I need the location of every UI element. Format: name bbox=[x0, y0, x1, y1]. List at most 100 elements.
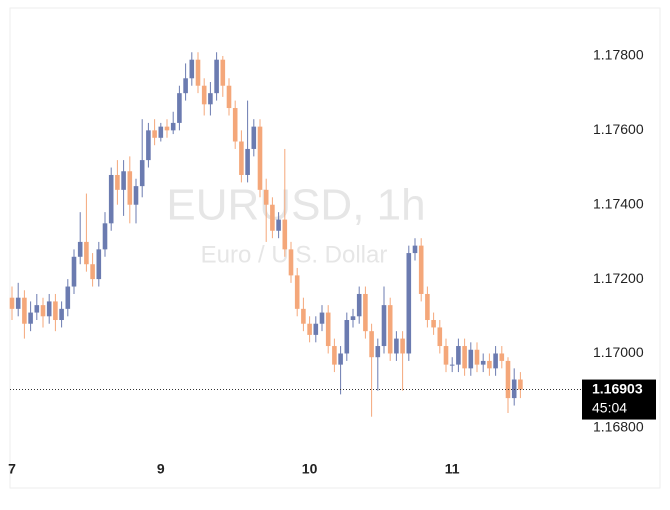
candle-body bbox=[208, 93, 213, 105]
x-tick-label: 10 bbox=[302, 461, 318, 477]
candle-body bbox=[127, 171, 133, 205]
y-tick-label: 1.16800 bbox=[593, 419, 644, 435]
candle-body bbox=[232, 108, 238, 142]
candle-body bbox=[46, 301, 52, 317]
candle-body bbox=[22, 297, 27, 324]
candle-body bbox=[418, 245, 424, 294]
candle-body bbox=[474, 349, 480, 365]
candle-body bbox=[456, 346, 461, 365]
candle-body bbox=[288, 249, 294, 276]
candle-body bbox=[394, 338, 399, 354]
candle-body bbox=[9, 297, 15, 309]
candle-body bbox=[518, 379, 523, 390]
candle-body bbox=[183, 78, 188, 94]
candle-body bbox=[146, 130, 151, 161]
candle-body bbox=[263, 189, 269, 205]
candle-body bbox=[152, 130, 157, 138]
candle-body bbox=[59, 308, 64, 321]
candle-body bbox=[189, 59, 195, 79]
candle-body bbox=[387, 305, 393, 354]
candle-body bbox=[133, 186, 139, 205]
candle-body bbox=[406, 253, 412, 354]
candle-body bbox=[449, 364, 455, 366]
candle-body bbox=[34, 305, 40, 313]
candle-body bbox=[102, 223, 108, 250]
candle-body bbox=[40, 305, 46, 317]
last-price-label: 1.16903 bbox=[592, 380, 643, 396]
y-tick-label: 1.17800 bbox=[593, 47, 644, 63]
candle-body bbox=[226, 85, 232, 109]
candle-body bbox=[350, 316, 356, 321]
candle-body bbox=[282, 219, 288, 250]
candle-body bbox=[431, 320, 436, 328]
candle-body bbox=[437, 327, 443, 347]
y-tick-label: 1.17000 bbox=[593, 344, 644, 360]
candle-body bbox=[71, 256, 77, 287]
candle-body bbox=[462, 346, 467, 369]
candle-body bbox=[15, 297, 21, 309]
candle-body bbox=[375, 346, 381, 358]
candle-body bbox=[425, 293, 430, 321]
candle-body bbox=[505, 360, 511, 399]
x-tick-label: 7 bbox=[8, 461, 16, 477]
candle-body bbox=[195, 59, 201, 86]
candle-body bbox=[344, 320, 350, 354]
candle-body bbox=[28, 312, 33, 324]
candle-body bbox=[177, 93, 182, 123]
candle-body bbox=[307, 323, 312, 335]
candle-body bbox=[400, 338, 405, 354]
watermark-subtitle: Euro / U.S. Dollar bbox=[201, 241, 388, 268]
candle-body bbox=[139, 160, 145, 187]
candle-body bbox=[369, 331, 374, 358]
candle-body bbox=[443, 346, 449, 365]
candle-body bbox=[65, 286, 71, 309]
candle-body bbox=[511, 379, 517, 399]
candle-body bbox=[480, 360, 486, 365]
candle-body bbox=[294, 275, 300, 309]
candle-body bbox=[170, 122, 176, 131]
candle-body bbox=[468, 349, 474, 369]
x-tick-label: 11 bbox=[445, 461, 460, 477]
candle-body bbox=[201, 85, 207, 105]
y-tick-label: 1.17400 bbox=[593, 195, 644, 211]
y-tick-label: 1.17200 bbox=[593, 270, 644, 286]
candle-body bbox=[84, 241, 89, 265]
candle-body bbox=[276, 219, 281, 231]
frame bbox=[9, 7, 661, 489]
candle-body bbox=[239, 141, 244, 175]
candle-body bbox=[245, 148, 250, 175]
candle-body bbox=[499, 353, 505, 361]
candle-body bbox=[319, 312, 325, 324]
candle-body bbox=[121, 171, 126, 190]
candle-body bbox=[220, 59, 226, 86]
candle-body bbox=[53, 301, 58, 321]
last-price-box bbox=[582, 379, 656, 420]
candle-body bbox=[164, 126, 170, 131]
countdown: 45:04 bbox=[592, 399, 627, 415]
candle-body bbox=[356, 293, 362, 317]
candle-body bbox=[313, 323, 319, 335]
candle-body bbox=[493, 353, 498, 369]
candle-body bbox=[363, 293, 368, 332]
x-tick-label: 9 bbox=[157, 461, 165, 477]
candle-body bbox=[214, 59, 219, 94]
candle-body bbox=[270, 204, 275, 231]
candle-body bbox=[412, 245, 418, 254]
candle-body bbox=[301, 308, 306, 324]
candle-body bbox=[325, 312, 331, 347]
candle-body bbox=[158, 126, 164, 138]
candle-body bbox=[108, 174, 114, 224]
candle-body bbox=[115, 174, 120, 190]
candle-body bbox=[257, 126, 263, 190]
candle-body bbox=[251, 126, 257, 149]
candle-body bbox=[77, 241, 83, 257]
candle-body bbox=[338, 353, 343, 365]
candle-body bbox=[487, 360, 492, 369]
candle-body bbox=[381, 305, 387, 347]
candle-body bbox=[96, 249, 102, 280]
candle-body bbox=[90, 264, 95, 280]
candle-body bbox=[332, 346, 337, 365]
y-tick-label: 1.17600 bbox=[593, 121, 644, 137]
